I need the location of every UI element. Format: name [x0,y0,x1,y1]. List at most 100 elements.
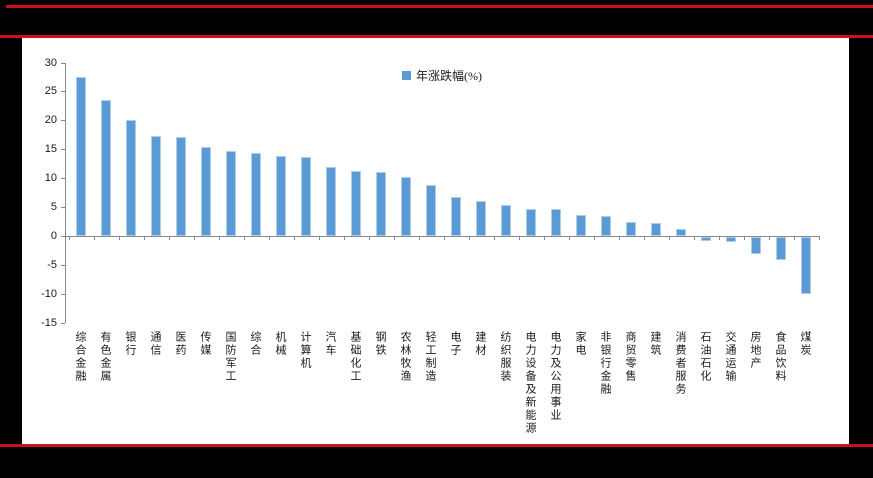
x-axis-tick [518,236,520,240]
x-axis-tick [218,236,220,240]
top-red-rule [6,5,873,8]
bar [251,152,261,236]
x-category-label: 商贸零售 [624,331,636,383]
bar [76,76,86,236]
x-category-label: 机械 [274,331,286,357]
x-axis-tick [568,236,570,240]
x-axis-tick [643,236,645,240]
x-category-label: 农林牧渔 [399,331,411,383]
x-category-label: 轻工制造 [424,331,436,383]
chart-legend: 年涨跌幅(%) [402,68,482,83]
y-tick-label: 0 [50,230,57,242]
y-tick-label: 20 [44,114,57,127]
y-axis-tick [61,264,65,266]
x-axis-tick [543,236,545,240]
x-axis-tick [193,236,195,240]
x-category-label: 传媒 [199,331,211,357]
x-category-label: 非银行金融 [599,331,611,396]
bar [501,205,511,236]
x-axis-tick [468,236,470,240]
bar [776,237,786,261]
x-category-label: 电力及公用事业 [549,331,561,422]
x-axis-tick [68,236,70,240]
x-axis-tick [793,236,795,240]
y-axis-tick [61,120,65,122]
x-category-label: 纺织服装 [499,331,511,383]
x-category-label: 汽车 [324,331,336,357]
y-tick-label: 25 [44,85,57,98]
bar [801,237,811,295]
bar [151,135,161,236]
bar [651,223,661,236]
legend-label: 年涨跌幅(%) [416,68,482,83]
bar [301,157,311,236]
bar [476,200,486,236]
bar [351,170,361,236]
bar [526,208,536,236]
x-category-label: 医药 [174,331,186,357]
x-axis-line [65,236,819,237]
y-axis-tick [61,62,65,64]
y-axis-tick [61,149,65,151]
bar [576,214,586,236]
y-axis-tick [61,322,65,324]
middle-red-rule [0,35,873,38]
x-category-label: 银行 [124,331,136,357]
bar [751,237,761,255]
bar [201,146,211,236]
x-axis-tick [593,236,595,240]
x-axis-tick [743,236,745,240]
y-tick-label: 30 [44,56,57,69]
x-category-label: 综合 [249,331,261,357]
x-axis-tick [368,236,370,240]
bar [401,177,411,236]
x-category-label: 电子 [449,331,461,357]
x-category-label: 食品饮料 [774,331,786,383]
y-tick-label: 10 [44,172,57,185]
x-axis-tick [818,236,820,240]
bar [176,136,186,236]
y-axis-tick [61,207,65,209]
bar [451,196,461,236]
x-category-label: 电力设备及新能源 [524,331,536,435]
x-axis-tick [343,236,345,240]
x-axis-tick [393,236,395,240]
x-axis-tick [293,236,295,240]
bar [326,166,336,236]
y-tick-label: 5 [50,201,57,214]
bar [276,156,286,236]
y-tick-label: -5 [47,258,57,271]
x-category-label: 房地产 [749,331,761,370]
y-tick-label: -10 [41,287,57,300]
x-axis-tick [443,236,445,240]
bar [701,237,711,242]
bar [226,150,236,236]
x-category-label: 煤炭 [799,331,811,357]
x-category-label: 基础化工 [349,331,361,383]
legend-swatch-icon [402,70,411,80]
x-axis-tick [768,236,770,240]
bar [626,221,636,236]
bar [426,185,436,236]
bar [601,215,611,236]
x-axis-tick [693,236,695,240]
x-category-label: 石油石化 [699,331,711,383]
y-axis-tick [61,293,65,295]
x-axis-tick [418,236,420,240]
x-category-label: 有色金属 [99,331,111,383]
bar [726,237,736,242]
bar [376,172,386,236]
x-axis-tick [493,236,495,240]
x-axis-tick [243,236,245,240]
bar [101,100,111,236]
x-axis-tick [143,236,145,240]
x-category-label: 消费者服务 [674,331,686,396]
bar-chart-plot-area: 30 25 20 15 10 5 0 -5 -10 -15 综合金融 有色金属 银行 通信 医药 传媒 国防军工… [22,38,849,444]
y-tick-label: -15 [41,316,57,329]
y-tick-label: 15 [44,143,57,156]
x-axis-tick [93,236,95,240]
y-axis-tick [61,236,65,237]
y-axis-line [65,62,66,323]
x-category-label: 综合金融 [74,331,86,383]
x-axis-tick [318,236,320,240]
